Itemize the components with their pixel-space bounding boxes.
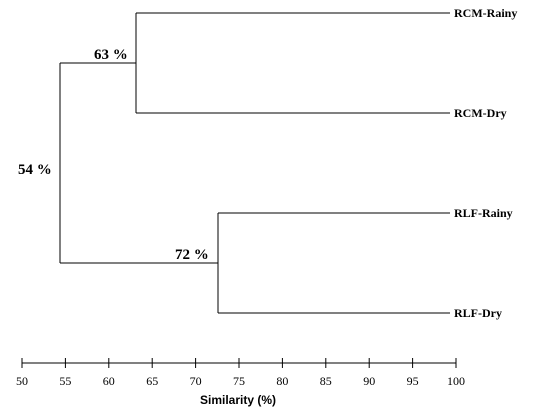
- dendrogram-branches: [59, 12, 450, 314]
- x-axis-tick-label: 60: [103, 374, 115, 388]
- leaf-label-rlf-rainy: RLF-Rainy: [454, 206, 513, 220]
- x-axis-tick-label: 85: [320, 374, 332, 388]
- x-axis-title: Similarity (%): [200, 393, 276, 407]
- x-axis-tick-label: 55: [59, 374, 71, 388]
- x-axis-ticks: 50 55 60 65 70 75 80 85 90 95 100: [16, 358, 465, 388]
- x-axis-tick-label: 65: [146, 374, 158, 388]
- x-axis-tick-label: 90: [363, 374, 375, 388]
- x-axis-tick-label: 50: [16, 374, 28, 388]
- x-axis-tick-label: 95: [407, 374, 419, 388]
- leaf-label-rcm-rainy: RCM-Rainy: [454, 6, 517, 20]
- leaf-label-rcm-dry: RCM-Dry: [454, 106, 507, 120]
- x-axis-tick-label: 75: [233, 374, 245, 388]
- x-axis: 50 55 60 65 70 75 80 85 90 95 100 Similarity (%): [16, 358, 465, 407]
- node-label-63: 63 %: [94, 47, 128, 63]
- node-label-54: 54 %: [18, 162, 52, 178]
- x-axis-tick-label: 70: [190, 374, 202, 388]
- x-axis-tick-label: 100: [447, 374, 465, 388]
- node-label-72: 72 %: [175, 247, 209, 263]
- leaf-label-rlf-dry: RLF-Dry: [454, 306, 502, 320]
- x-axis-tick-label: 80: [276, 374, 288, 388]
